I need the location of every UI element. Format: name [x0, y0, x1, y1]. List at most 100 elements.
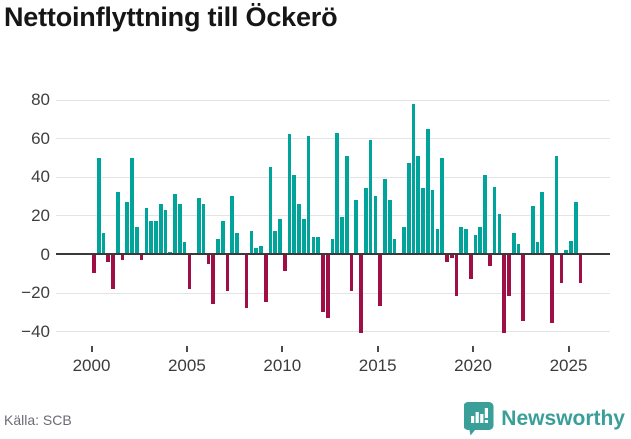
bar [354, 200, 359, 254]
bar [111, 254, 115, 289]
bar [569, 240, 573, 254]
brand-logo: Newsworthy [464, 401, 625, 436]
bar [440, 157, 444, 254]
bar [173, 194, 177, 254]
y-axis-label: 40 [31, 167, 50, 187]
bar [378, 254, 382, 307]
bar [139, 254, 144, 260]
bar [230, 196, 235, 254]
bar [497, 213, 502, 254]
bar [530, 205, 535, 254]
bar [259, 246, 263, 254]
bar [411, 103, 416, 254]
x-axis-tick [90, 346, 93, 352]
bar [177, 203, 182, 254]
bar [144, 207, 149, 254]
x-axis-label: 2015 [358, 356, 397, 375]
bar [297, 203, 301, 254]
bar [96, 157, 101, 254]
bar [282, 254, 287, 272]
y-axis-label: 0 [40, 244, 50, 264]
bar [220, 221, 225, 254]
bar [115, 192, 120, 254]
zero-axis-line [56, 253, 610, 255]
bar [516, 244, 521, 254]
bar [564, 250, 569, 254]
bar [163, 209, 168, 254]
gridline [56, 99, 610, 101]
chart-title: Nettoinflyttning till Öckerö [4, 2, 338, 32]
bar [216, 238, 220, 254]
bar [321, 254, 325, 312]
bar [287, 134, 292, 254]
bar [468, 254, 473, 280]
x-axis-label: 2005 [167, 356, 206, 375]
bar [464, 228, 468, 254]
bar [559, 254, 564, 283]
bar [402, 227, 406, 254]
bar [106, 254, 111, 262]
bar [406, 163, 411, 254]
bar [301, 219, 306, 254]
bar [201, 203, 206, 254]
bar [292, 174, 297, 254]
y-axis-label: −40 [21, 321, 50, 341]
bar [511, 232, 516, 254]
bar [211, 254, 216, 305]
bar [120, 254, 125, 260]
bar [478, 227, 483, 254]
gridline [56, 331, 610, 333]
bar [244, 254, 249, 308]
bar [101, 232, 106, 254]
x-axis-label: 2010 [263, 356, 302, 375]
bar [187, 254, 192, 289]
source-label: Källa: SCB [4, 412, 72, 428]
x-axis-label: 2020 [454, 356, 492, 375]
newsworthy-icon [464, 402, 494, 436]
bar [430, 190, 435, 254]
bar [535, 242, 540, 254]
bar [421, 188, 425, 254]
bar [573, 201, 578, 254]
x-axis-label: 2025 [549, 356, 588, 375]
bar [492, 186, 497, 254]
y-axis-label: 60 [31, 128, 50, 148]
bar [254, 248, 258, 254]
bar [135, 227, 139, 254]
x-axis-tick [281, 346, 284, 352]
bar [359, 254, 363, 334]
bar [445, 254, 449, 262]
bar [426, 128, 430, 254]
y-axis-label: −20 [21, 283, 50, 303]
bar [335, 132, 340, 254]
bar [454, 254, 459, 297]
bar [235, 232, 239, 254]
x-axis-tick [472, 346, 475, 352]
bar [125, 201, 130, 254]
bar [316, 236, 320, 254]
bar [344, 155, 349, 254]
bar [502, 254, 506, 334]
bar [182, 242, 187, 254]
bar [130, 157, 134, 254]
bar [578, 254, 583, 283]
bar [383, 178, 387, 254]
x-axis-label: 2000 [72, 356, 111, 375]
bar [459, 227, 464, 254]
gridline [56, 215, 610, 217]
bar [268, 167, 273, 254]
bar [349, 254, 354, 291]
bar [373, 196, 378, 254]
bar [197, 198, 201, 254]
bar [473, 234, 478, 254]
bar [340, 217, 344, 254]
brand-name: Newsworthy [501, 406, 625, 430]
bar [249, 230, 254, 254]
bar [149, 221, 154, 254]
bar [540, 192, 545, 254]
x-axis-tick [376, 346, 379, 352]
bar [483, 174, 487, 254]
bar [278, 219, 282, 254]
